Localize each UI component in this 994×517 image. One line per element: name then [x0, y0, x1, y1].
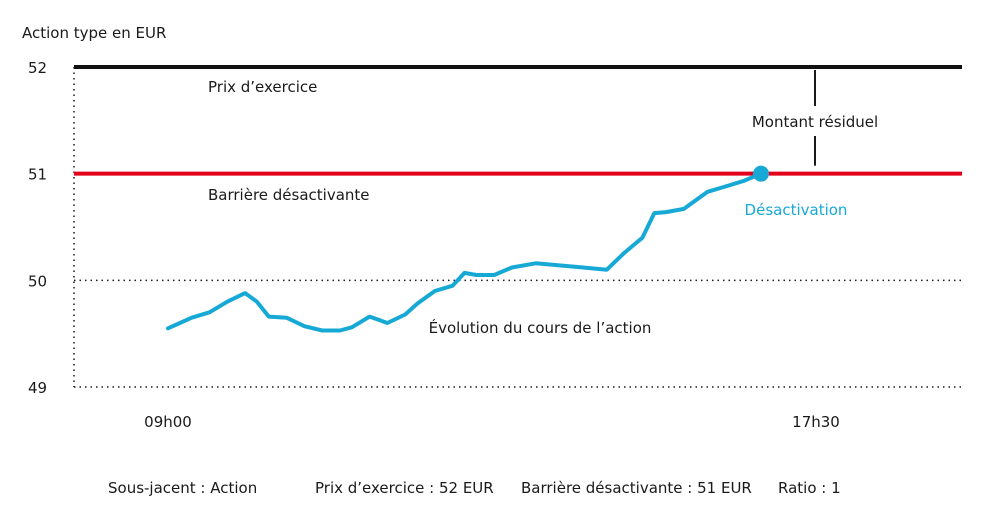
knock-out-chart: Action type en EUR 49 50 51 52 Prix d’exerc…: [22, 24, 962, 431]
x-tick-label: 09h00: [144, 413, 192, 431]
y-tick-label: 49: [28, 379, 47, 397]
strike-label: Prix d’exercice: [208, 78, 317, 96]
y-tick-label: 50: [28, 272, 47, 290]
y-tick-label: 51: [28, 166, 47, 184]
footer: Sous-jacent : Action Prix d’exercice : 5…: [0, 479, 994, 499]
knockout-point: [753, 165, 769, 182]
barrier-label: Barrière désactivante: [208, 186, 370, 204]
y-tick-labels: 49 50 51 52: [28, 59, 47, 397]
series-label: Évolution du cours de l’action: [429, 318, 652, 337]
price-series-line: [166, 171, 763, 333]
y-axis-title: Action type en EUR: [22, 24, 166, 42]
x-tick-label: 17h30: [792, 413, 840, 431]
y-tick-label: 52: [28, 59, 47, 77]
footer-strike: Prix d’exercice : 52 EUR: [315, 479, 494, 497]
knockout-label: Désactivation: [745, 201, 848, 219]
footer-barrier: Barrière désactivante : 51 EUR: [521, 479, 752, 497]
grid: [73, 66, 962, 388]
x-tick-labels: 09h00 17h30: [144, 413, 840, 431]
residual-amount-label: Montant résiduel: [752, 113, 878, 131]
footer-ratio: Ratio : 1: [778, 479, 841, 497]
footer-underlying: Sous-jacent : Action: [108, 479, 258, 497]
